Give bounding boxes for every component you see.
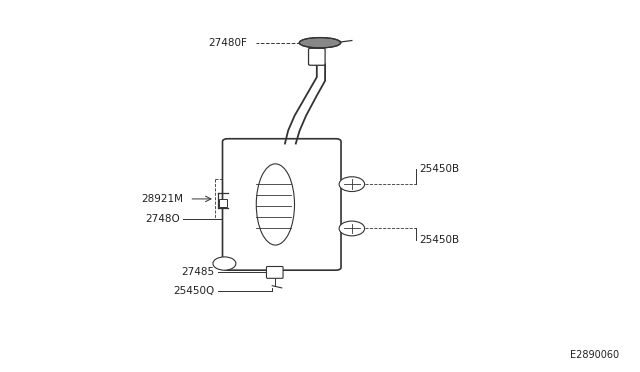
FancyBboxPatch shape: [308, 48, 325, 65]
Ellipse shape: [256, 164, 294, 245]
Text: 28921M: 28921M: [141, 194, 183, 204]
Text: 2748O: 2748O: [145, 214, 180, 224]
FancyBboxPatch shape: [223, 139, 341, 270]
Text: 27480F: 27480F: [208, 38, 246, 48]
Text: E2890060: E2890060: [570, 350, 620, 359]
FancyBboxPatch shape: [220, 199, 227, 207]
Ellipse shape: [300, 38, 340, 48]
Text: 25450B: 25450B: [419, 234, 459, 244]
Circle shape: [339, 221, 365, 236]
Circle shape: [339, 177, 365, 192]
FancyBboxPatch shape: [266, 266, 283, 278]
Circle shape: [213, 257, 236, 270]
Text: 25450B: 25450B: [419, 164, 459, 174]
Text: 25450Q: 25450Q: [173, 286, 215, 296]
Text: 27485: 27485: [182, 267, 215, 277]
